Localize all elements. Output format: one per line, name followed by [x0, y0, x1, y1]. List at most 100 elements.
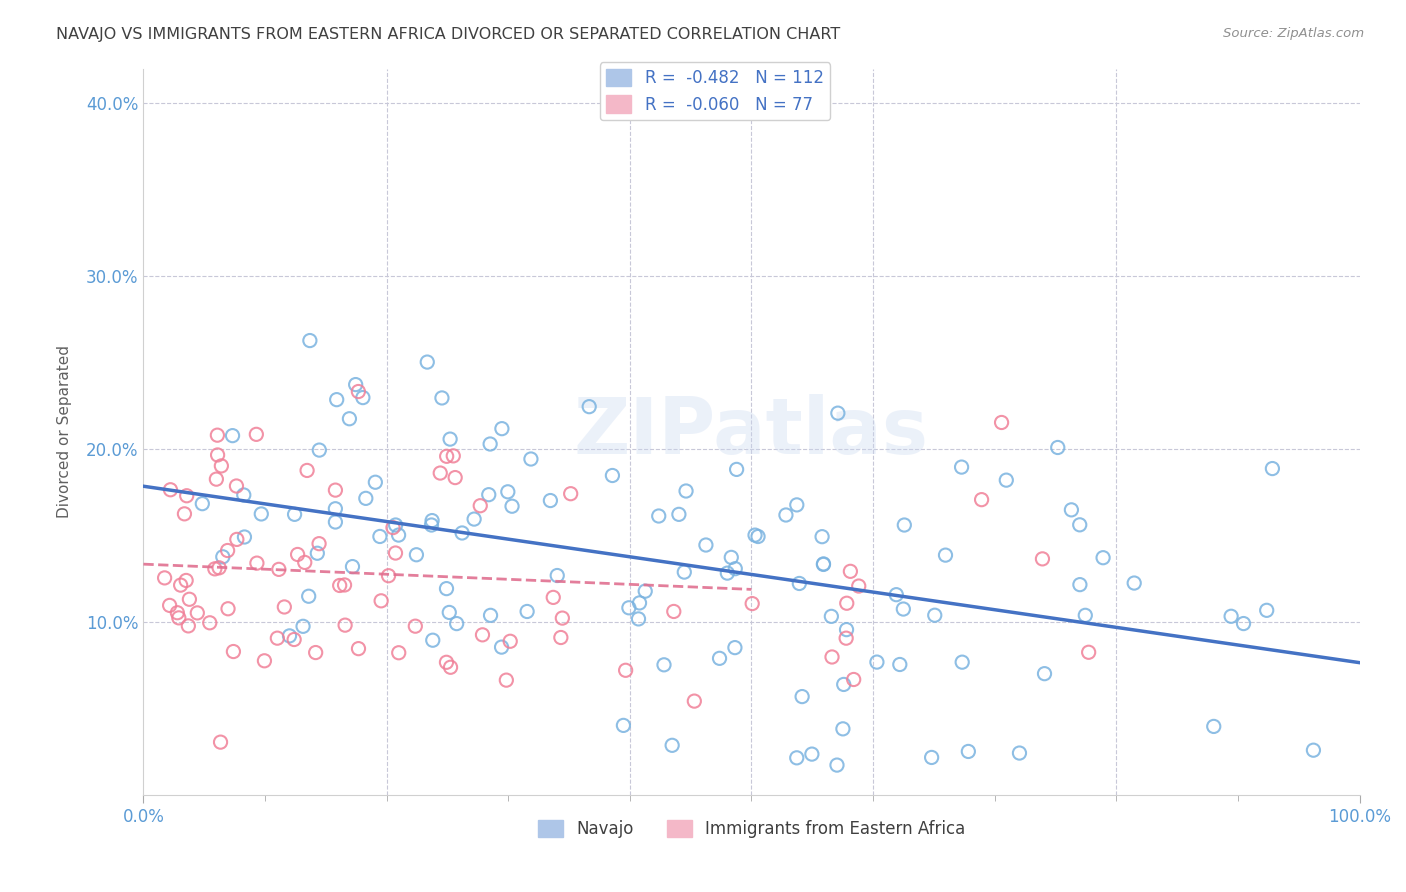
- Point: [1069, 577, 1091, 591]
- Point: [177, 619, 200, 633]
- Point: [501, 500, 523, 514]
- Point: [436, 450, 458, 464]
- Point: [884, 588, 907, 602]
- Point: [602, 468, 624, 483]
- Point: [347, 641, 370, 656]
- Point: [934, 548, 956, 562]
- Point: [786, 751, 808, 765]
- Point: [325, 483, 347, 497]
- Point: [446, 616, 468, 631]
- Point: [741, 597, 763, 611]
- Point: [405, 548, 427, 562]
- Point: [207, 428, 229, 442]
- Point: [451, 526, 474, 541]
- Point: [775, 508, 797, 522]
- Point: [821, 650, 844, 665]
- Y-axis label: Divorced or Separated: Divorced or Separated: [58, 345, 72, 518]
- Point: [233, 530, 256, 544]
- Point: [298, 589, 321, 603]
- Point: [246, 556, 269, 570]
- Point: [970, 492, 993, 507]
- Point: [1033, 666, 1056, 681]
- Point: [217, 601, 239, 615]
- Point: [716, 566, 738, 581]
- Point: [1074, 608, 1097, 623]
- Point: [266, 631, 288, 645]
- Point: [354, 491, 377, 506]
- Point: [832, 722, 855, 736]
- Point: [217, 543, 239, 558]
- Point: [924, 608, 946, 623]
- Point: [173, 507, 195, 521]
- Point: [720, 550, 742, 565]
- Point: [957, 744, 980, 758]
- Text: Source: ZipAtlas.com: Source: ZipAtlas.com: [1223, 27, 1364, 40]
- Point: [725, 462, 748, 476]
- Point: [278, 629, 301, 643]
- Point: [950, 460, 973, 475]
- Point: [287, 548, 309, 562]
- Point: [384, 546, 406, 560]
- Point: [893, 518, 915, 533]
- Point: [634, 584, 657, 599]
- Point: [347, 384, 370, 399]
- Point: [560, 486, 582, 500]
- Point: [439, 606, 461, 620]
- Point: [222, 644, 245, 658]
- Point: [495, 673, 517, 687]
- Point: [388, 646, 411, 660]
- Point: [211, 549, 233, 564]
- Point: [153, 571, 176, 585]
- Point: [298, 334, 321, 348]
- Point: [305, 646, 328, 660]
- Point: [339, 411, 361, 425]
- Point: [491, 422, 513, 436]
- Point: [499, 634, 522, 648]
- Point: [273, 599, 295, 614]
- Point: [404, 619, 426, 633]
- Point: [198, 615, 221, 630]
- Point: [990, 416, 1012, 430]
- Point: [550, 631, 572, 645]
- Point: [176, 489, 198, 503]
- Point: [439, 432, 461, 446]
- Point: [628, 596, 651, 610]
- Point: [179, 592, 201, 607]
- Point: [668, 508, 690, 522]
- Point: [950, 655, 973, 669]
- Legend: Navajo, Immigrants from Eastern Africa: Navajo, Immigrants from Eastern Africa: [531, 813, 972, 845]
- Point: [520, 452, 543, 467]
- Point: [921, 750, 943, 764]
- Point: [820, 609, 842, 624]
- Point: [1220, 609, 1243, 624]
- Point: [364, 475, 387, 490]
- Point: [1302, 743, 1324, 757]
- Point: [471, 628, 494, 642]
- Point: [789, 576, 811, 591]
- Point: [232, 488, 254, 502]
- Point: [344, 377, 367, 392]
- Point: [695, 538, 717, 552]
- Point: [612, 718, 634, 732]
- Point: [652, 657, 675, 672]
- Point: [250, 507, 273, 521]
- Point: [673, 565, 696, 579]
- Point: [382, 520, 405, 534]
- Point: [827, 406, 849, 420]
- Point: [662, 604, 685, 618]
- Point: [221, 428, 243, 442]
- Point: [813, 557, 835, 571]
- Point: [444, 470, 467, 484]
- Point: [747, 529, 769, 543]
- Point: [866, 655, 889, 669]
- Point: [1232, 616, 1254, 631]
- Point: [479, 437, 502, 451]
- Point: [891, 602, 914, 616]
- Point: [889, 657, 911, 672]
- Point: [186, 606, 208, 620]
- Point: [283, 632, 305, 647]
- Point: [661, 739, 683, 753]
- Point: [1256, 603, 1278, 617]
- Point: [724, 562, 747, 576]
- Point: [384, 518, 406, 533]
